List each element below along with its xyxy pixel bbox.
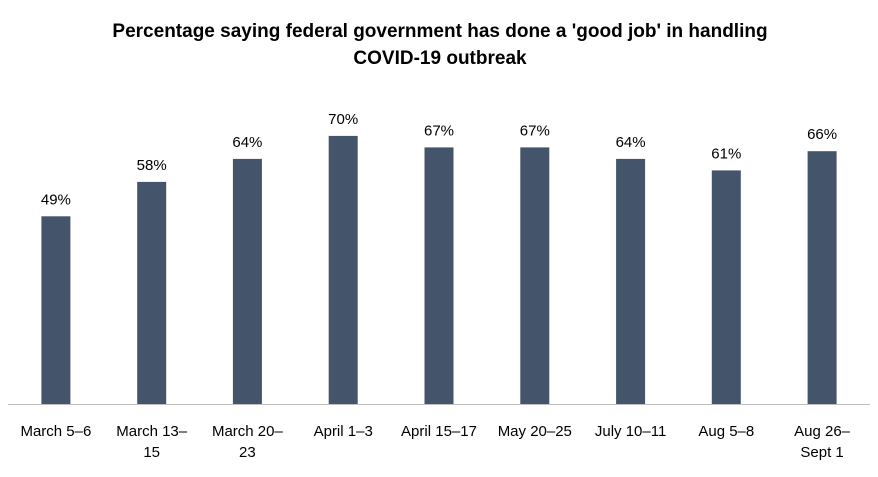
data-label: 64%: [616, 134, 646, 151]
data-label: 70%: [328, 111, 358, 128]
x-tick-label: March 5–6: [20, 423, 91, 440]
bar: [232, 158, 262, 404]
x-tick-label: May 20–25: [498, 423, 572, 440]
data-label: 49%: [41, 191, 71, 208]
bar: [616, 158, 646, 404]
bar: [328, 135, 358, 404]
bar: [711, 170, 741, 404]
x-tick-label: 15: [143, 444, 160, 461]
x-tick-label: July 10–11: [595, 423, 666, 440]
x-tick-label: 23: [239, 444, 256, 461]
bar: [137, 181, 167, 404]
data-label: 67%: [424, 122, 454, 139]
data-label: 67%: [520, 122, 550, 139]
x-tick-label: Aug 5–8: [698, 423, 754, 440]
bar: [424, 147, 454, 404]
x-tick-label: March 13–: [116, 423, 188, 440]
data-label: 64%: [232, 134, 262, 151]
x-tick-label: April 1–3: [314, 423, 373, 440]
data-label: 66%: [807, 126, 837, 143]
data-label: 58%: [137, 157, 167, 174]
x-tick-label: Sept 1: [800, 444, 843, 461]
bar: [520, 147, 550, 404]
x-tick-label: April 15–17: [401, 423, 477, 440]
bar: [41, 216, 71, 404]
chart-title: Percentage saying federal government has…: [112, 21, 768, 69]
x-tick-label: Aug 26–: [794, 423, 851, 440]
x-tick-label: March 20–: [212, 423, 284, 440]
bar: [807, 151, 837, 404]
data-label: 61%: [711, 145, 741, 162]
